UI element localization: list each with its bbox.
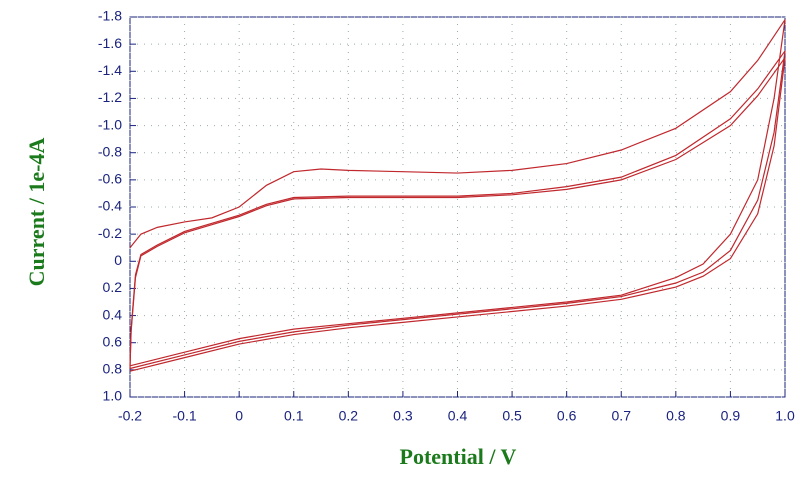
x-tick-label: 0.9: [721, 408, 741, 424]
x-tick-label: 0.3: [393, 408, 413, 424]
x-tick-label: 0.2: [339, 408, 359, 424]
y-tick-label: 0.6: [103, 333, 123, 349]
x-tick-label: 0: [235, 408, 243, 424]
y-tick-label: -0.2: [98, 225, 122, 241]
y-tick-label: -0.4: [98, 198, 122, 214]
y-tick-label: 1.0: [103, 388, 123, 404]
y-tick-label: 0.2: [103, 279, 123, 295]
y-tick-label: -1.8: [98, 8, 122, 24]
y-tick-label: -0.6: [98, 171, 122, 187]
y-tick-label: 0: [114, 252, 122, 268]
cv-curve: [129, 50, 786, 370]
x-tick-label: 0.8: [666, 408, 686, 424]
y-axis-label: Current / 1e-4A: [24, 138, 49, 287]
x-tick-label: -0.1: [173, 408, 197, 424]
y-tick-label: -1.4: [98, 62, 122, 78]
cv-curve: [129, 19, 786, 367]
y-tick-label: -1.6: [98, 35, 122, 51]
x-tick-label: 0.6: [557, 408, 577, 424]
x-tick-label: 0.5: [502, 408, 522, 424]
y-tick-label: 0.8: [103, 361, 123, 377]
x-tick-label: 0.4: [448, 408, 468, 424]
y-tick-label: 0.4: [103, 306, 123, 322]
x-tick-label: 0.7: [612, 408, 632, 424]
x-axis-label: Potential / V: [400, 444, 517, 469]
y-tick-label: -1.2: [98, 89, 122, 105]
x-tick-label: 1.0: [775, 408, 795, 424]
y-tick-label: -1.0: [98, 116, 122, 132]
y-tick-label: -0.8: [98, 143, 122, 159]
x-tick-label: -0.2: [118, 408, 142, 424]
x-tick-label: 0.1: [284, 408, 304, 424]
cv-curve: [129, 57, 786, 372]
